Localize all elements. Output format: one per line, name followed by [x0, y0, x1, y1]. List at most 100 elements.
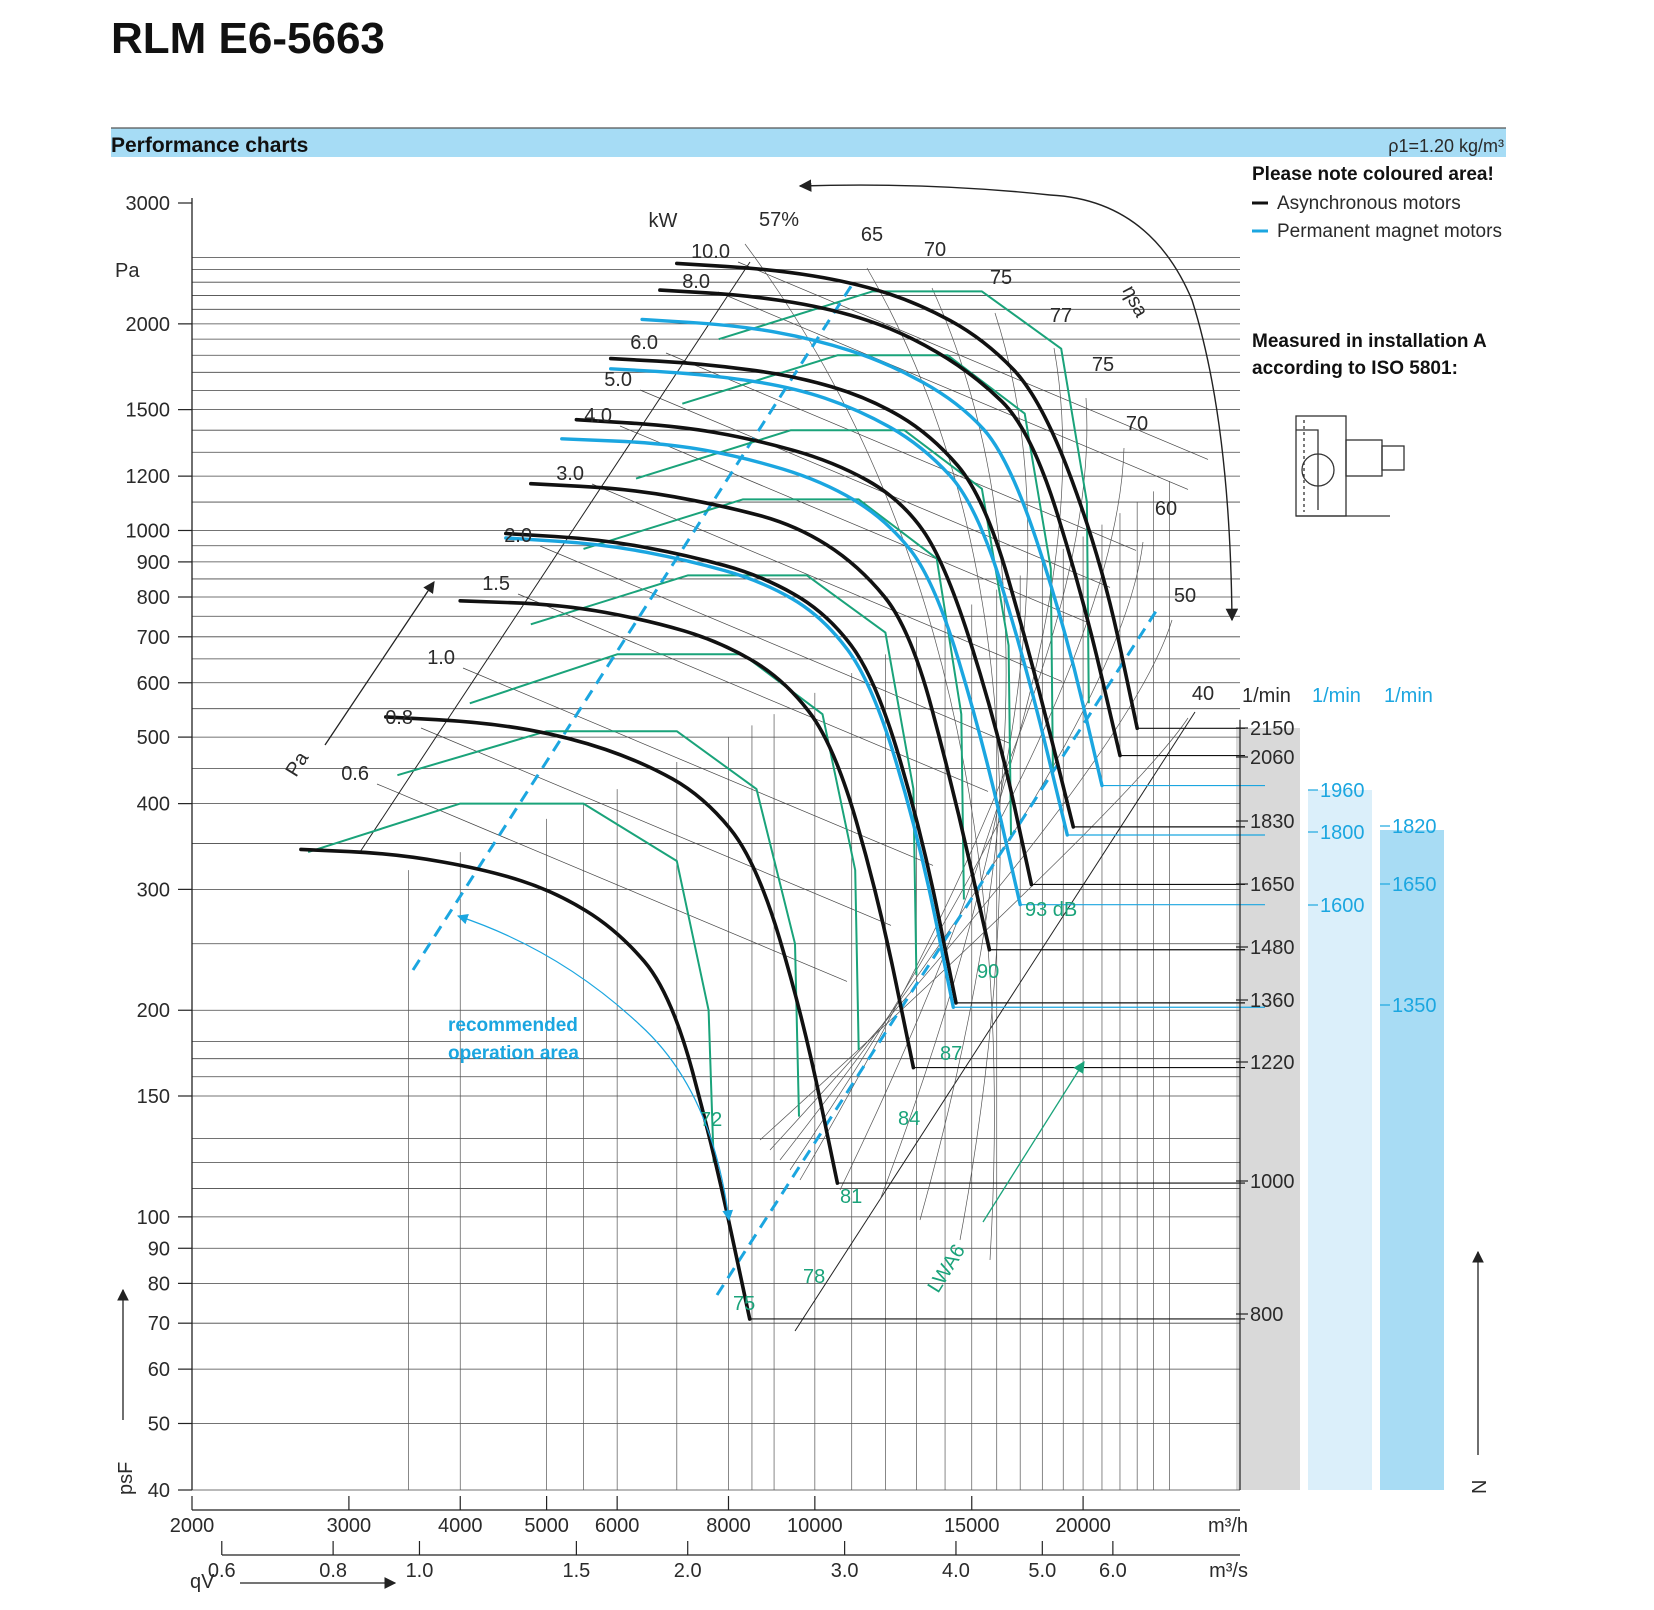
- speed-curve-1600: [560, 437, 1022, 907]
- y-tick-label: 60: [148, 1359, 170, 1381]
- async-speed-band: [1236, 728, 1300, 1490]
- noise-value-label: 75: [733, 1293, 755, 1315]
- noise-curve: [583, 498, 965, 900]
- efficiency-value-label: 75: [990, 267, 1012, 289]
- chart-overlay-grid: [359, 243, 1209, 1332]
- efficiency-line: [789, 447, 1125, 1171]
- speed-curve-1220: [458, 599, 916, 1070]
- y-tick-label: 400: [137, 794, 170, 816]
- speed-curve-1800: [609, 367, 1069, 837]
- x2-tick-label: 4.0: [942, 1560, 970, 1582]
- legend-heading: Please note coloured area!: [1252, 164, 1494, 185]
- power-gridline: [639, 389, 1111, 588]
- power-gridline: [420, 727, 892, 926]
- x-tick-label: 15000: [944, 1515, 1000, 1537]
- x-tick-label: 10000: [787, 1515, 843, 1537]
- speed-curve-1360: [504, 531, 958, 1005]
- x2-tick-label: 1.0: [406, 1560, 434, 1582]
- pm-speed-band-2: [1380, 830, 1444, 1490]
- speed-unit-async: 1/min: [1242, 685, 1291, 707]
- chart-labels: 10.0 8.0 6.0 5.0 4.0 3.0 2.0 1.5 1.0 0.8 0.6 kW 57% 6…: [341, 209, 1436, 1326]
- lwa-label: LWA6: [924, 1241, 970, 1297]
- speed-async-label: 1830: [1250, 811, 1295, 833]
- chart-grid: [192, 256, 1240, 1491]
- power-gridline: [591, 483, 1063, 682]
- installation-note-line1: Measured in installation A: [1252, 331, 1487, 352]
- y-tick-label: 800: [137, 587, 170, 609]
- speed-async-label: 2060: [1250, 747, 1295, 769]
- noise-axis: [794, 711, 1196, 1332]
- efficiency-value-label: 77: [1050, 305, 1072, 327]
- recommended-arrow-2: [456, 913, 641, 1026]
- efficiency-line: [779, 541, 1144, 1161]
- noise-value-label: 87: [940, 1043, 962, 1065]
- legend-pm-label: Permanent magnet motors: [1277, 221, 1502, 242]
- power-label: 10.0: [691, 241, 730, 263]
- noise-value-label: 72: [700, 1109, 722, 1131]
- x-tick-label: 2000: [170, 1515, 215, 1537]
- speed-async-label: 1220: [1250, 1052, 1295, 1074]
- power-label: 4.0: [584, 405, 612, 427]
- efficiency-value-label: 57%: [759, 209, 799, 231]
- power-axis: [359, 261, 751, 853]
- chart-axes: 40 50 60 70 80 90 100 150 200 300 400 500 600 700 800 9…: [115, 193, 1248, 1582]
- efficiency-value-label: 65: [861, 224, 883, 246]
- speed-pm2-label: 1820: [1392, 816, 1437, 838]
- speed-curve-2150: [675, 261, 1139, 731]
- efficiency-value-label: 50: [1174, 585, 1196, 607]
- speed-curve-1350: [504, 536, 955, 1009]
- efficiency-line: [866, 267, 1001, 1241]
- x-tick-label: 6000: [595, 1515, 640, 1537]
- efficiency-value-label: 40: [1192, 683, 1214, 705]
- speed-curve-2060: [658, 288, 1122, 758]
- y-tick-label: 300: [137, 879, 170, 901]
- y-tick-label: 2000: [126, 314, 171, 336]
- power-unit-label: kW: [649, 210, 678, 232]
- efficiency-line: [799, 397, 1088, 1181]
- power-gridline: [737, 261, 1209, 460]
- noise-curve: [397, 730, 800, 1117]
- power-label: 0.6: [341, 763, 369, 785]
- efficiency-axis-label: ηsa: [1118, 282, 1153, 322]
- y-tick-label: 150: [137, 1086, 170, 1108]
- fan-installation-icon: [1295, 415, 1405, 517]
- section-title: Performance charts: [111, 134, 308, 157]
- y-tick-label: 50: [148, 1413, 170, 1435]
- power-label: 0.8: [385, 707, 413, 729]
- power-label: 5.0: [604, 369, 632, 391]
- y-tick-label: 500: [137, 727, 170, 749]
- x2-unit-label: m³/s: [1209, 1560, 1248, 1582]
- density-label: ρ1=1.20 kg/m³: [1388, 136, 1504, 156]
- y-tick-label: 900: [137, 552, 170, 574]
- speed-async-label: 800: [1250, 1304, 1283, 1326]
- pa-diagonal-label: Pa: [282, 748, 314, 781]
- speed-curve-1830: [608, 356, 1076, 829]
- pa-diagonal-arrow: [324, 581, 435, 746]
- noise-value-label: 84: [898, 1108, 920, 1130]
- noise-curve: [530, 574, 918, 976]
- power-label: 6.0: [630, 332, 658, 354]
- y-axis-label: psF: [115, 1462, 137, 1495]
- y-unit-label: Pa: [115, 260, 140, 282]
- efficiency-value-label: 70: [924, 239, 946, 261]
- speed-pm1-label: 1600: [1320, 895, 1365, 917]
- efficiency-arrow: [1049, 194, 1239, 622]
- y-tick-label: 40: [148, 1480, 170, 1502]
- chart-curves: [299, 261, 1265, 1321]
- speed-curve-800: [299, 847, 752, 1321]
- speed-async-label: 1000: [1250, 1171, 1295, 1193]
- speed-pm2-label: 1650: [1392, 874, 1437, 896]
- speed-unit-pm-2: 1/min: [1384, 685, 1433, 707]
- power-gridline: [665, 352, 1137, 551]
- speed-async-label: 1650: [1250, 874, 1295, 896]
- y-tick-label: 3000: [126, 193, 171, 215]
- speed-async-label: 1480: [1250, 937, 1295, 959]
- y-tick-label: 70: [148, 1313, 170, 1335]
- y-tick-label: 1200: [126, 466, 171, 488]
- y-tick-label: 1500: [126, 400, 171, 422]
- legend-async-label: Asynchronous motors: [1277, 193, 1461, 214]
- speed-async-label: 1360: [1250, 990, 1295, 1012]
- x-axis-label: qV: [190, 1571, 215, 1593]
- speed-curve-1960: [640, 317, 1104, 788]
- x2-tick-label: 6.0: [1099, 1560, 1127, 1582]
